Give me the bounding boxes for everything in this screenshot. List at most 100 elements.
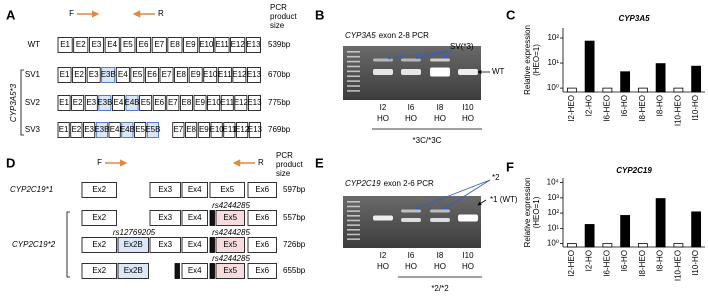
exon-label: Ex5 xyxy=(223,266,237,275)
x-tick-label: I2-HEO xyxy=(567,95,576,122)
product-size: 655bp xyxy=(283,266,306,275)
gel-band xyxy=(430,67,450,77)
exon-box xyxy=(247,210,277,226)
y-tick-label: 10³ xyxy=(547,193,559,202)
gel-title-text: exon 2-6 PCR xyxy=(384,179,434,188)
band-pointer xyxy=(477,199,487,206)
product-size: 775bp xyxy=(268,98,291,107)
exon-label: E6 xyxy=(139,40,149,49)
bar xyxy=(673,243,684,248)
exon-box xyxy=(247,95,261,111)
exon-label: E2 xyxy=(73,98,83,107)
ladder-band xyxy=(347,210,360,212)
exon-label: E6 xyxy=(147,70,157,79)
lane-label: HO xyxy=(377,114,389,123)
exon-label: E11 xyxy=(223,125,237,134)
exon-box xyxy=(220,95,234,111)
ladder-band xyxy=(347,55,360,58)
ladder-band xyxy=(347,80,360,82)
lane-label: HO xyxy=(462,114,474,123)
lane-label: I6 xyxy=(408,103,415,112)
y-tick-label: 10⁰ xyxy=(547,239,559,248)
panel-label: B xyxy=(315,7,324,22)
size-header: PCR xyxy=(276,151,293,160)
exon-label: E7 xyxy=(162,70,172,79)
primer-label: R xyxy=(158,9,164,18)
exon-box xyxy=(209,182,245,198)
exon-box xyxy=(86,67,101,83)
bar xyxy=(637,87,648,93)
product-size: 539bp xyxy=(268,40,291,49)
exon-label: E1 xyxy=(59,125,69,134)
exon-label: E10 xyxy=(199,40,214,49)
exon-label: E3 xyxy=(86,98,96,107)
x-tick-label: I10-HEO xyxy=(673,250,682,281)
exon-label: E12 xyxy=(234,98,249,107)
x-tick-label: I6-HO xyxy=(620,250,629,271)
exon-box xyxy=(198,37,214,53)
exon-box xyxy=(149,210,181,226)
genotype-label: *2/*2 xyxy=(431,284,449,293)
exon-label: E3B xyxy=(101,70,116,79)
primer-label: F xyxy=(69,9,74,18)
exon-label: E9 xyxy=(191,70,201,79)
y-axis-label: (HEO=1) xyxy=(532,196,541,228)
exon-box xyxy=(136,37,152,53)
y-tick-label: 10⁰ xyxy=(547,83,559,92)
band-pointer xyxy=(414,50,453,60)
exon-box xyxy=(248,122,261,138)
exon-label: E11 xyxy=(215,40,229,49)
gel-title: CYP3A5 exon 2-8 PCR xyxy=(345,31,429,40)
exon-box xyxy=(223,122,236,138)
exon-box xyxy=(217,67,232,83)
bar xyxy=(655,198,666,248)
ladder-band xyxy=(347,224,360,226)
exon-label: E4 xyxy=(107,40,117,49)
panel-label: A xyxy=(6,7,16,22)
ladder-band xyxy=(347,75,360,78)
bar xyxy=(566,87,577,93)
lane-label: I2 xyxy=(380,251,387,260)
band-pointer xyxy=(386,50,453,60)
exon-box xyxy=(139,95,153,111)
y-tick-label: 10⁴ xyxy=(547,178,560,187)
ladder-band xyxy=(347,85,360,87)
exon-box xyxy=(166,95,180,111)
exon-box xyxy=(210,122,223,138)
gene-name: CYP3A5 xyxy=(345,31,376,40)
exon-box xyxy=(247,67,261,83)
exon-label: Ex2B xyxy=(124,266,143,275)
bar xyxy=(673,87,684,93)
x-tick-label: I6-HEO xyxy=(602,250,611,277)
exon-label: E9 xyxy=(186,40,196,49)
exon-box xyxy=(121,122,134,138)
exon-label: Ex4 xyxy=(188,185,202,194)
exon-box xyxy=(57,95,71,111)
row-label: WT xyxy=(28,40,41,49)
product-size: 597bp xyxy=(283,185,306,194)
exon-box xyxy=(203,67,218,83)
exon-label: E4B xyxy=(120,125,135,134)
chart-title: CYP2C19 xyxy=(616,166,652,175)
exon-label: Ex6 xyxy=(255,240,269,249)
size-header: PCR xyxy=(270,3,287,12)
lane-label: I8 xyxy=(437,251,444,260)
exon-box xyxy=(83,122,96,138)
gel-band xyxy=(401,209,421,213)
exon-label: Ex5 xyxy=(223,213,237,222)
row-label: SV1 xyxy=(25,70,41,79)
exon-box xyxy=(181,237,208,253)
exon-label: Ex2 xyxy=(92,185,106,194)
x-tick-label: I10-HO xyxy=(691,250,700,276)
exon-label: Ex2 xyxy=(92,213,106,222)
exon-label: E4 xyxy=(118,70,128,79)
exon-label: E3 xyxy=(84,125,94,134)
x-tick-label: I8-HO xyxy=(656,250,665,271)
x-tick-label: I2-HO xyxy=(585,95,594,116)
exon-box xyxy=(230,37,246,53)
exon-box xyxy=(236,122,249,138)
ladder-band xyxy=(347,201,360,203)
gel-band xyxy=(430,209,450,213)
exon-label: E3 xyxy=(89,70,99,79)
exon-label: E4 xyxy=(114,98,124,107)
